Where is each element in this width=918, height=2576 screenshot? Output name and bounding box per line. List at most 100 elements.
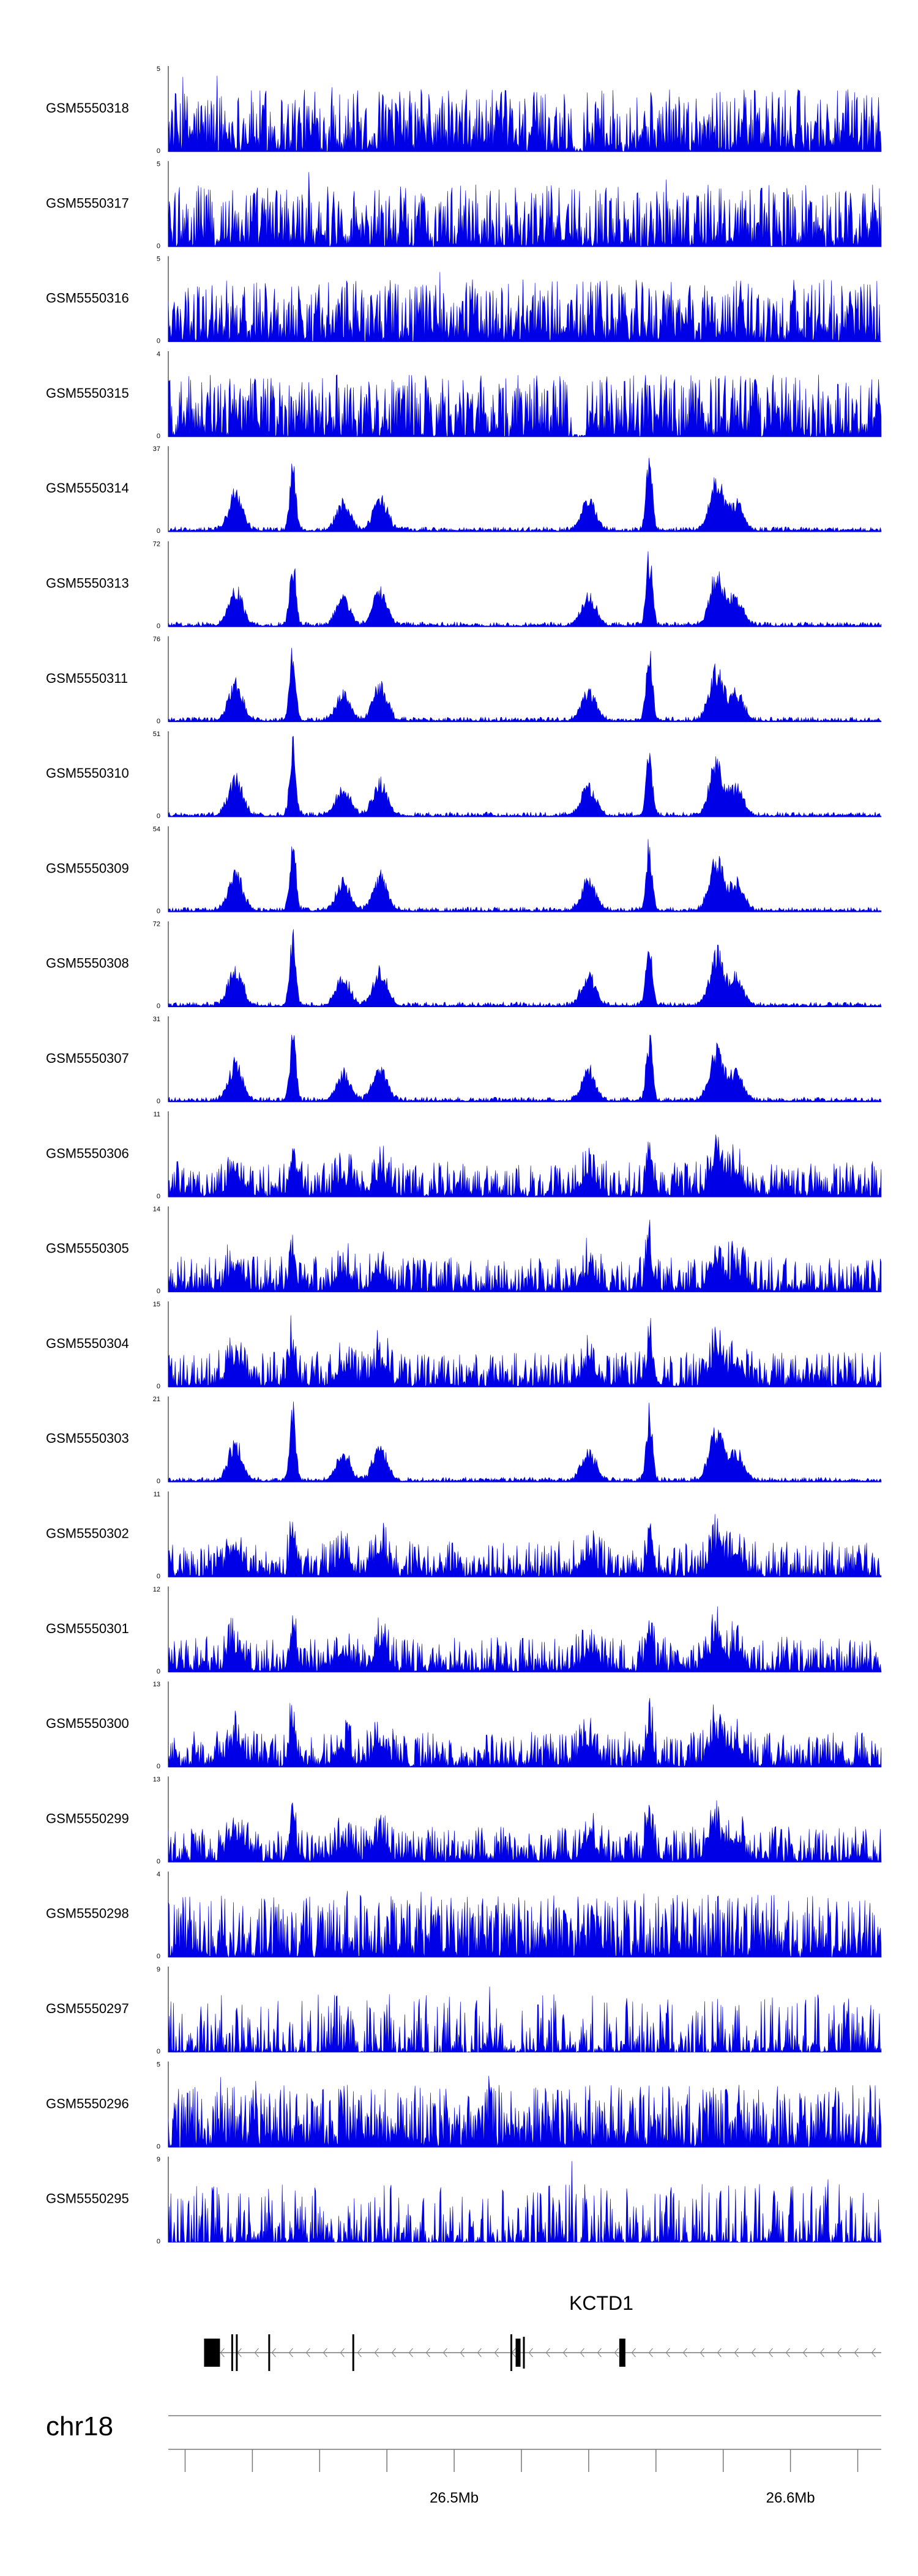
- coverage-area: [168, 75, 882, 152]
- coverage-area: [168, 1986, 882, 2053]
- track-label: GSM5550303: [46, 1431, 129, 1446]
- coverage-tracks: GSM555031850GSM555031750GSM555031650GSM5…: [46, 65, 882, 2246]
- coverage-area: [168, 2075, 882, 2148]
- strand-arrow: [597, 2348, 602, 2358]
- track-ymin-label: 0: [157, 1478, 160, 1485]
- track-ymax-label: 31: [153, 1016, 160, 1023]
- track-label: GSM5550317: [46, 195, 129, 210]
- strand-arrow: [682, 2348, 687, 2358]
- track-ymax-label: 4: [157, 351, 160, 358]
- track-label: GSM5550307: [46, 1051, 129, 1066]
- track-GSM5550297: GSM5550297 9 0: [46, 1966, 882, 2055]
- track-ymax-label: 4: [157, 1871, 160, 1878]
- strand-arrow: [580, 2348, 584, 2358]
- strand-arrow: [357, 2348, 362, 2358]
- track-GSM5550296: GSM5550296 5 0: [46, 2061, 882, 2150]
- track-GSM5550313: GSM5550313 72 0: [46, 541, 882, 630]
- coverage-area: [168, 374, 882, 437]
- track-ymin-label: 0: [157, 2238, 160, 2246]
- strand-arrow: [631, 2348, 636, 2358]
- track-ymin-label: 0: [157, 1098, 160, 1105]
- gene-exon: [352, 2334, 354, 2371]
- track-label: GSM5550316: [46, 291, 129, 306]
- coverage-area: [168, 458, 882, 532]
- track-ymin-label: 0: [157, 1193, 160, 1200]
- track-GSM5550310: GSM5550310 51 0: [46, 731, 882, 820]
- coverage-area: [168, 735, 882, 817]
- track-GSM5550308: GSM5550308 72 0: [46, 921, 882, 1010]
- track-ymin-label: 0: [157, 1858, 160, 1865]
- track-GSM5550315: GSM5550315 4 0: [46, 351, 882, 440]
- track-label: GSM5550310: [46, 765, 129, 781]
- track-ymax-label: 51: [153, 731, 160, 738]
- track-ymax-label: 11: [154, 1111, 160, 1118]
- axis-tick-label: 26.6Mb: [766, 2490, 815, 2506]
- track-GSM5550317: GSM5550317 5 0: [46, 160, 882, 250]
- track-label: GSM5550297: [46, 2001, 129, 2016]
- gene-annotation-track: KCTD1: [204, 2292, 881, 2371]
- track-ymin-label: 0: [157, 2048, 160, 2055]
- track-ymin-label: 0: [157, 1383, 160, 1390]
- track-ymax-label: 13: [153, 1681, 160, 1688]
- coverage-area: [168, 2161, 882, 2243]
- coverage-area: [168, 1401, 882, 1483]
- track-ymax-label: 76: [153, 636, 160, 643]
- coverage-area: [168, 929, 882, 1007]
- track-label: GSM5550315: [46, 385, 129, 401]
- track-GSM5550302: GSM5550302 11 0: [46, 1491, 882, 1580]
- coverage-area: [168, 172, 882, 248]
- track-GSM5550303: GSM5550303 21 0: [46, 1396, 882, 1485]
- strand-arrow: [837, 2348, 842, 2358]
- strand-arrow: [528, 2348, 533, 2358]
- coverage-area: [168, 1219, 882, 1292]
- gene-label: KCTD1: [569, 2292, 633, 2314]
- track-ymin-label: 0: [157, 527, 160, 535]
- strand-arrow: [785, 2348, 790, 2358]
- track-ymax-label: 5: [157, 256, 160, 263]
- track-ymax-label: 72: [153, 541, 160, 548]
- track-ymax-label: 37: [153, 445, 160, 453]
- track-GSM5550301: GSM5550301 12 0: [46, 1586, 882, 1675]
- coverage-area: [168, 1315, 882, 1388]
- chromosome-label: chr18: [46, 2411, 113, 2441]
- track-ymax-label: 21: [153, 1396, 160, 1403]
- strand-arrow: [751, 2348, 756, 2358]
- coverage-area: [168, 272, 882, 343]
- strand-arrow: [237, 2348, 242, 2358]
- strand-arrow: [340, 2348, 345, 2358]
- track-label: GSM5550318: [46, 100, 129, 116]
- track-ymax-label: 72: [153, 921, 160, 928]
- track-ymin-label: 0: [157, 1668, 160, 1675]
- strand-arrow: [374, 2348, 379, 2358]
- track-GSM5550307: GSM5550307 31 0: [46, 1016, 882, 1105]
- track-GSM5550318: GSM5550318 5 0: [46, 65, 882, 155]
- track-ymin-label: 0: [157, 2143, 160, 2150]
- strand-arrow: [734, 2348, 739, 2358]
- track-ymin-label: 0: [157, 1003, 160, 1010]
- track-GSM5550309: GSM5550309 54 0: [46, 825, 882, 915]
- strand-arrow: [391, 2348, 396, 2358]
- track-GSM5550299: GSM5550299 13 0: [46, 1776, 882, 1865]
- track-GSM5550300: GSM5550300 13 0: [46, 1681, 882, 1770]
- track-ymin-label: 0: [157, 147, 160, 155]
- track-ymax-label: 9: [157, 2156, 160, 2164]
- coverage-area: [168, 1698, 882, 1768]
- coverage-area: [168, 1134, 882, 1197]
- track-label: GSM5550304: [46, 1336, 129, 1351]
- track-label: GSM5550295: [46, 2191, 129, 2206]
- coverage-area: [168, 1514, 882, 1577]
- track-label: GSM5550296: [46, 2096, 129, 2111]
- strand-arrow: [408, 2348, 413, 2358]
- strand-arrow: [700, 2348, 704, 2358]
- track-label: GSM5550299: [46, 1811, 129, 1826]
- strand-arrow: [442, 2348, 447, 2358]
- track-ymax-label: 5: [157, 2061, 160, 2068]
- strand-arrow: [425, 2348, 430, 2358]
- strand-arrow: [871, 2348, 876, 2358]
- strand-arrow: [254, 2348, 259, 2358]
- strand-arrow: [271, 2348, 276, 2358]
- track-GSM5550306: GSM5550306 11 0: [46, 1111, 882, 1200]
- track-ymin-label: 0: [157, 907, 160, 915]
- track-GSM5550311: GSM5550311 76 0: [46, 636, 882, 725]
